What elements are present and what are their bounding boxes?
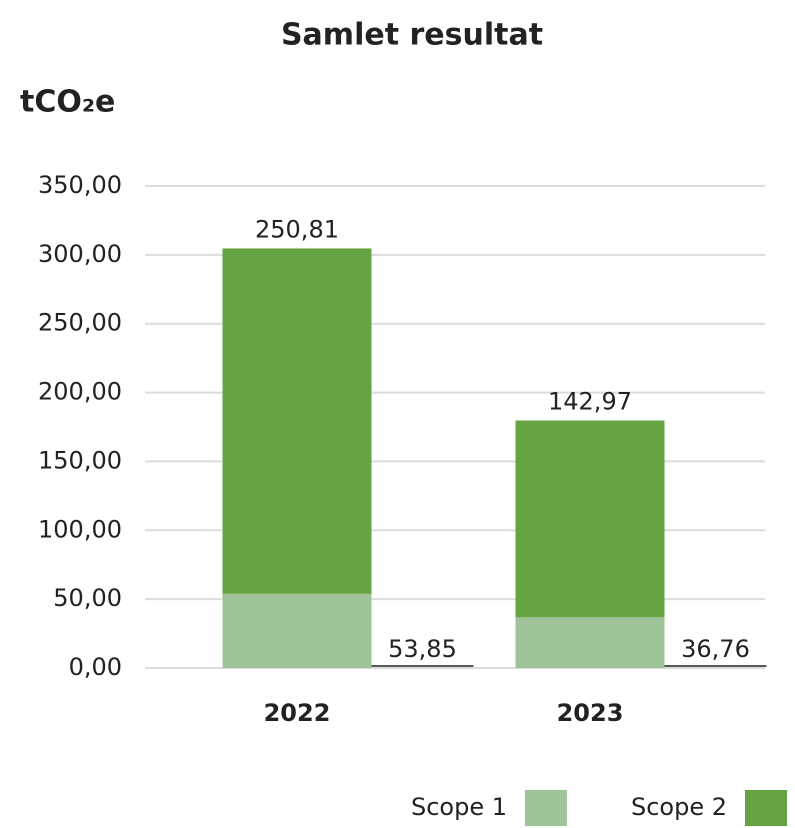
bar-segment bbox=[515, 617, 665, 668]
y-tick-label: 100,00 bbox=[38, 515, 122, 543]
data-label: 250,81 bbox=[255, 215, 339, 243]
data-label: 36,76 bbox=[681, 635, 750, 663]
y-tick-label: 250,00 bbox=[38, 309, 122, 337]
legend-label: Scope 2 bbox=[631, 793, 727, 821]
y-tick-label: 300,00 bbox=[38, 240, 122, 268]
y-tick-label: 150,00 bbox=[38, 446, 122, 474]
legend-label: Scope 1 bbox=[411, 793, 507, 821]
x-tick-label: 2023 bbox=[557, 699, 624, 727]
bar-segment bbox=[222, 248, 372, 594]
y-tick-label: 0,00 bbox=[69, 653, 122, 681]
y-tick-label: 350,00 bbox=[38, 171, 122, 199]
data-label: 53,85 bbox=[388, 635, 457, 663]
y-tick-label: 50,00 bbox=[53, 584, 122, 612]
y-axis-title: tCO₂e bbox=[20, 85, 115, 120]
x-tick-label: 2022 bbox=[264, 699, 331, 727]
chart-title: Samlet resultat bbox=[281, 18, 543, 53]
legend-swatch bbox=[525, 790, 567, 826]
bar-segment bbox=[515, 420, 665, 618]
bar-segment bbox=[222, 593, 372, 668]
data-label: 142,97 bbox=[548, 387, 632, 415]
legend-swatch bbox=[745, 790, 787, 826]
y-tick-label: 200,00 bbox=[38, 378, 122, 406]
